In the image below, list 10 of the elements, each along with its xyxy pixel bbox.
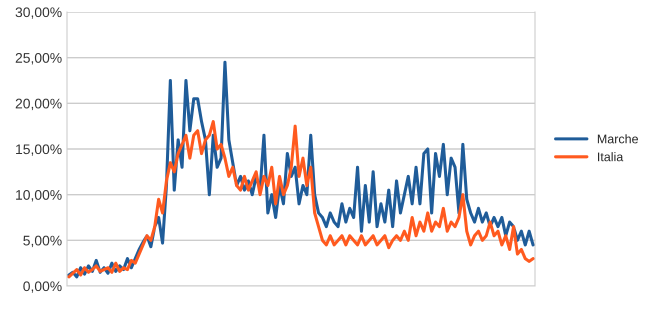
y-tick-label: 15,00% <box>16 144 62 156</box>
y-tick-label: 10,00% <box>16 190 62 202</box>
y-tick-label: 25,00% <box>16 53 62 64</box>
y-tick-label: 20,00% <box>16 98 62 110</box>
y-tick-label: 5,00% <box>23 236 62 248</box>
line-series <box>67 120 535 278</box>
y-tick-label: 30,00% <box>16 7 62 19</box>
legend-label: Marche <box>598 134 638 144</box>
y-tick-label: 0,00% <box>23 281 62 293</box>
legend-label: Italia <box>598 152 624 162</box>
